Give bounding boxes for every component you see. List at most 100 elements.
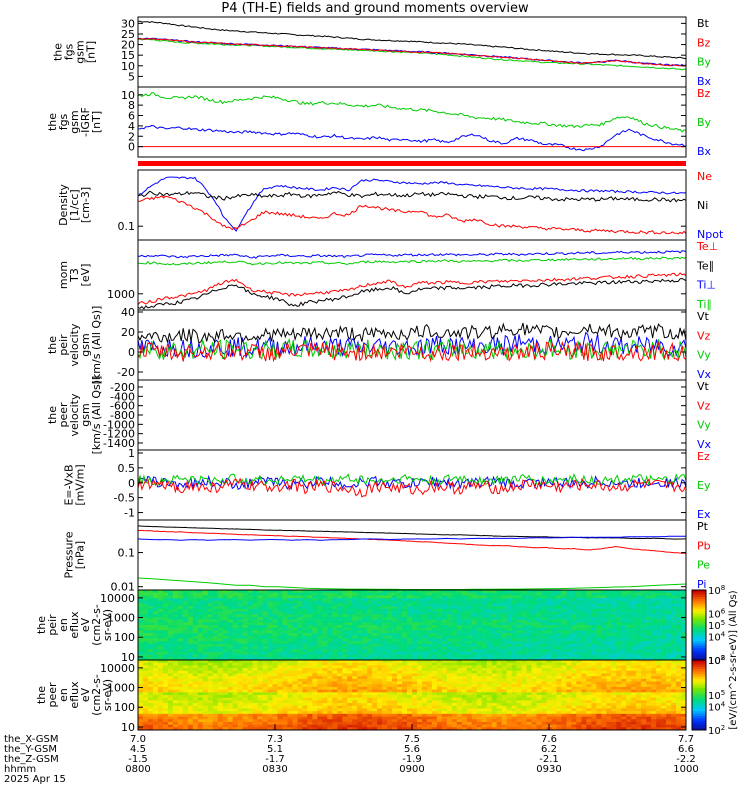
y-axis-label: the xyxy=(35,616,48,634)
heatmap-cell xyxy=(217,692,223,696)
heatmap-cell xyxy=(292,622,298,626)
heatmap-cell xyxy=(347,668,353,672)
heatmap-cell xyxy=(496,670,502,674)
heatmap-cell xyxy=(167,606,174,610)
heatmap-cell xyxy=(282,727,288,731)
heatmap-cell xyxy=(456,660,463,663)
heatmap-cell xyxy=(461,716,468,720)
heatmap-cell xyxy=(177,686,184,690)
heatmap-cell xyxy=(546,622,552,626)
heatmap-cell xyxy=(516,646,522,650)
heatmap-cell xyxy=(421,668,428,672)
heatmap-cell xyxy=(182,622,189,626)
heatmap-cell xyxy=(621,627,627,631)
heatmap-cell xyxy=(421,670,428,674)
heatmap-cell xyxy=(192,592,199,596)
heatmap-cell xyxy=(591,625,597,628)
heatmap-cell xyxy=(397,670,403,674)
heatmap-cell xyxy=(511,600,517,604)
heatmap-cell xyxy=(451,614,458,618)
heatmap-cell xyxy=(257,625,263,628)
heatmap-cell xyxy=(372,708,378,712)
heatmap-cell xyxy=(332,670,338,674)
heatmap-cell xyxy=(322,678,328,682)
heatmap-cell xyxy=(561,611,567,615)
heatmap-cell xyxy=(172,622,179,626)
heatmap-cell xyxy=(212,681,219,685)
heatmap-cell xyxy=(576,603,582,607)
heatmap-cell xyxy=(382,689,388,693)
heatmap-cell xyxy=(207,649,214,653)
colorbar-cell xyxy=(692,615,706,619)
heatmap-cell xyxy=(581,651,587,655)
heatmap-cell xyxy=(182,592,189,596)
heatmap-cell xyxy=(421,622,428,626)
heatmap-cell xyxy=(446,657,453,661)
heatmap-cell xyxy=(551,592,557,596)
heatmap-cell xyxy=(297,719,303,723)
heatmap-cell xyxy=(646,638,652,642)
heatmap-cell xyxy=(377,595,383,599)
heatmap-cell xyxy=(242,603,248,607)
heatmap-cell xyxy=(496,700,502,704)
heatmap-cell xyxy=(377,660,383,663)
heatmap-cell xyxy=(357,716,363,720)
heatmap-cell xyxy=(247,660,253,663)
heatmap-cell xyxy=(681,651,687,655)
heatmap-cell xyxy=(436,616,443,620)
heatmap-cell xyxy=(412,643,418,647)
heatmap-cell xyxy=(402,689,408,693)
heatmap-cell xyxy=(382,700,388,704)
heatmap-cell xyxy=(172,708,179,712)
heatmap-cell xyxy=(357,686,363,690)
heatmap-cell xyxy=(232,641,238,645)
heatmap-cell xyxy=(332,643,338,647)
heatmap-cell xyxy=(337,622,343,626)
heatmap-cell xyxy=(217,708,223,712)
heatmap-cell xyxy=(571,590,577,593)
heatmap-cell xyxy=(247,616,253,620)
heatmap-cell xyxy=(641,633,647,637)
panel-frame xyxy=(137,239,687,311)
heatmap-cell xyxy=(491,635,497,639)
heatmap-cell xyxy=(342,606,348,610)
heatmap-cell xyxy=(651,622,657,626)
heatmap-cell xyxy=(402,716,408,720)
heatmap-cell xyxy=(436,657,443,661)
heatmap-cell xyxy=(202,641,209,645)
heatmap-cell xyxy=(671,627,677,631)
heatmap-cell xyxy=(466,700,473,704)
heatmap-cell xyxy=(566,598,572,602)
heatmap-cell xyxy=(377,619,383,623)
heatmap-cell xyxy=(456,724,463,728)
heatmap-cell xyxy=(237,692,243,696)
heatmap-cell xyxy=(546,590,552,593)
heatmap-cell xyxy=(342,657,348,661)
heatmap-cell xyxy=(611,616,617,620)
heatmap-cell xyxy=(222,700,228,704)
heatmap-cell xyxy=(426,608,433,612)
heatmap-cell xyxy=(242,608,248,612)
heatmap-cell xyxy=(521,641,527,645)
heatmap-cell xyxy=(646,603,652,607)
heatmap-cell xyxy=(407,665,413,669)
heatmap-cell xyxy=(242,592,248,596)
heatmap-cell xyxy=(441,635,448,639)
heatmap-cell xyxy=(242,590,248,593)
heatmap-cell xyxy=(576,627,582,631)
heatmap-cell xyxy=(312,598,318,602)
heatmap-cell xyxy=(491,614,497,618)
heatmap-cell xyxy=(242,721,248,725)
heatmap-cell xyxy=(162,614,169,618)
heatmap-cell xyxy=(347,662,353,666)
heatmap-cell xyxy=(566,641,572,645)
heatmap-cell xyxy=(551,633,557,637)
heatmap-cell xyxy=(142,686,149,690)
heatmap-cell xyxy=(157,686,164,690)
heatmap-cell xyxy=(167,649,174,653)
heatmap-cell xyxy=(177,681,184,685)
heatmap-cell xyxy=(237,598,243,602)
heatmap-cell xyxy=(152,641,159,645)
heatmap-cell xyxy=(287,678,293,682)
heatmap-cell xyxy=(347,703,353,707)
